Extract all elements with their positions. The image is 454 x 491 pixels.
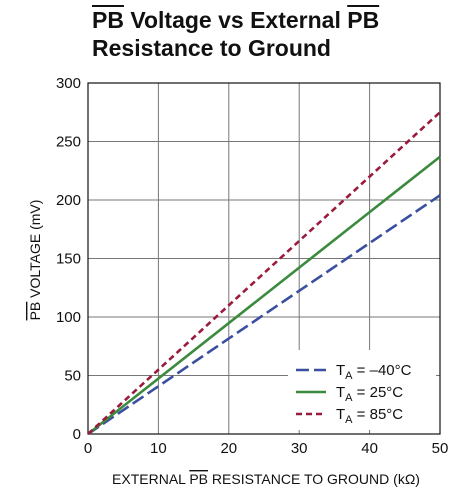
legend-sub-3: A: [345, 414, 353, 426]
y-axis-label-pb: PB: [27, 302, 43, 321]
legend-rest-2: = 25°C: [353, 384, 404, 401]
y-axis-label-rest: VOLTAGE (mV): [27, 200, 43, 302]
x-tick-label-40: 40: [361, 440, 378, 457]
x-axis-label-a: EXTERNAL: [112, 471, 189, 487]
y-tick-label-300: 300: [56, 75, 81, 92]
legend-sub-1: A: [345, 370, 353, 382]
legend: TA = –40°C TA = 25°C TA = 85°C: [288, 350, 436, 430]
legend-label-minus40: TA = –40°C: [336, 362, 412, 382]
y-tick-label-150: 150: [56, 251, 81, 268]
y-tick-label-50: 50: [64, 368, 81, 385]
x-tick-label-20: 20: [220, 440, 237, 457]
legend-sub-2: A: [345, 392, 353, 404]
tick-labels: 0 10 20 30 40 50 0 50 100 150 200 250 300: [56, 75, 448, 457]
chart-title-line-2: Resistance to Ground: [92, 35, 331, 61]
x-axis-label-pb: PB: [189, 471, 208, 487]
legend-rest-3: = 85°C: [353, 406, 404, 423]
legend-t-1: T: [336, 362, 345, 379]
series-line-25: [87, 155, 441, 436]
y-axis-label: PB VOLTAGE (mV): [27, 200, 43, 321]
title-mid: Voltage vs External: [123, 7, 348, 33]
legend-background: [288, 350, 436, 430]
chart-title: PB Voltage vs External PB Resistance to …: [92, 6, 379, 62]
y-tick-label-250: 250: [56, 134, 81, 151]
legend-t-3: T: [336, 406, 345, 423]
grid-lines: [88, 83, 440, 434]
title-pb-1: PB: [92, 7, 124, 33]
legend-t-2: T: [336, 384, 345, 401]
x-tick-label-30: 30: [291, 440, 308, 457]
legend-rest-1: = –40°C: [353, 362, 412, 379]
x-axis-label: EXTERNAL PB RESISTANCE TO GROUND (kΩ): [112, 471, 420, 487]
y-tick-label-100: 100: [56, 309, 81, 326]
series-line-minus40: [87, 194, 441, 436]
chart-title-line-1: PB Voltage vs External PB: [92, 6, 379, 34]
x-tick-label-50: 50: [432, 440, 449, 457]
x-tick-label-0: 0: [84, 440, 92, 457]
legend-label-25: TA = 25°C: [336, 384, 403, 404]
x-axis-label-c: RESISTANCE TO GROUND (kΩ): [208, 471, 420, 487]
legend-label-85: TA = 85°C: [336, 406, 403, 426]
plot-frame: [87, 82, 441, 435]
y-tick-label-0: 0: [73, 426, 81, 443]
y-tick-label-200: 200: [56, 192, 81, 209]
x-tick-label-10: 10: [150, 440, 167, 457]
series-lines: [87, 111, 441, 436]
title-pb-2: PB: [347, 7, 380, 33]
